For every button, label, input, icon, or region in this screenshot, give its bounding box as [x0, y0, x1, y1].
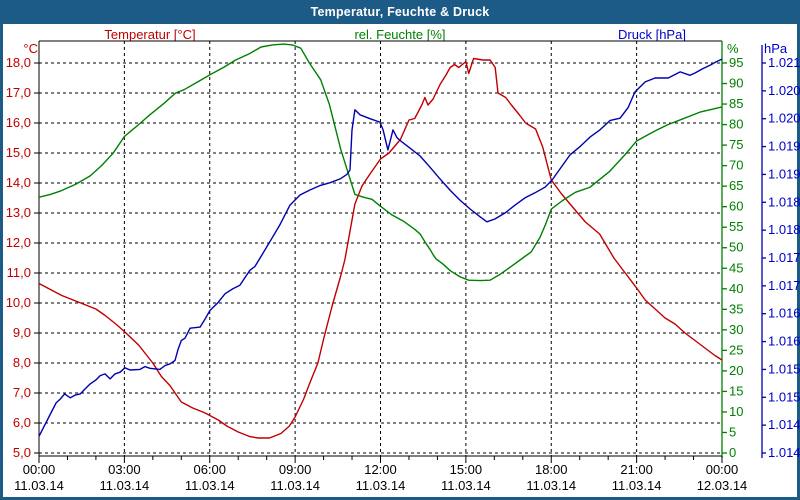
temp-axis-tick-label: 18,0: [6, 55, 31, 70]
humidity-axis-tick-label: 30: [729, 322, 743, 337]
humidity-axis-tick-label: 55: [729, 219, 743, 234]
temp-axis-tick-label: 16,0: [6, 115, 31, 130]
temp-axis-tick-label: 5,0: [13, 445, 31, 460]
x-axis-date-label: 11.03.14: [441, 478, 491, 493]
pressure-axis-tick-label: 1.016: [768, 334, 800, 349]
x-axis-time-label: 00:00: [23, 462, 56, 477]
x-axis-time-label: 15:00: [450, 462, 483, 477]
humidity-axis-tick-label: 65: [729, 178, 743, 193]
temp-axis-tick-label: 12,0: [6, 235, 31, 250]
humidity-axis-tick-label: 75: [729, 137, 743, 152]
humidity-axis-tick-label: 10: [729, 404, 743, 419]
legend-temperature-label: Temperatur [°C]: [104, 27, 196, 42]
humidity-axis-tick-label: 95: [729, 55, 743, 70]
humidity-axis-unit-label: %: [727, 41, 739, 56]
pressure-axis-tick-label: 1.019: [768, 166, 800, 181]
pressure-axis-tick-label: 1.018: [768, 194, 800, 209]
temp-axis-tick-label: 8,0: [13, 355, 31, 370]
pressure-axis-tick-label: 1.015: [768, 389, 800, 404]
pressure-axis-tick-label: 1.020: [768, 111, 800, 126]
humidity-axis-tick-label: 25: [729, 342, 743, 357]
temp-axis-tick-label: 13,0: [6, 205, 31, 220]
x-axis-time-label: 00:00: [706, 462, 739, 477]
humidity-axis-tick-label: 20: [729, 363, 743, 378]
pressure-axis-tick-label: 1.021: [768, 55, 800, 70]
pressure-axis-tick-label: 1.020: [768, 83, 800, 98]
x-axis-date-label: 11.03.14: [14, 478, 64, 493]
humidity-axis-tick-label: 0: [729, 445, 736, 460]
temp-axis-tick-label: 6,0: [13, 415, 31, 430]
temp-axis-tick-label: 10,0: [6, 295, 31, 310]
x-axis-time-label: 18:00: [535, 462, 568, 477]
pressure-axis-tick-label: 1.014: [768, 417, 800, 432]
x-axis-time-label: 12:00: [364, 462, 397, 477]
humidity-axis-tick-label: 60: [729, 199, 743, 214]
humidity-axis-tick-label: 45: [729, 260, 743, 275]
pressure-axis-tick-label: 1.016: [768, 306, 800, 321]
pressure-series-line: [38, 58, 723, 437]
temp-axis-tick-label: 9,0: [13, 325, 31, 340]
window-titlebar: Temperatur, Feuchte & Druck: [3, 0, 797, 24]
humidity-axis-tick-label: 80: [729, 117, 743, 132]
humidity-axis-tick-label: 70: [729, 158, 743, 173]
pressure-axis-tick-label: 1.015: [768, 361, 800, 376]
pressure-axis-tick-label: 1.018: [768, 222, 800, 237]
x-axis-time-label: 03:00: [108, 462, 141, 477]
x-axis-date-label: 11.03.14: [185, 478, 235, 493]
humidity-axis-tick-label: 5: [729, 424, 736, 439]
humidity-axis-tick-label: 85: [729, 96, 743, 111]
x-axis-time-label: 06:00: [193, 462, 226, 477]
humidity-axis-tick-label: 40: [729, 281, 743, 296]
pressure-axis-unit-label: hPa: [764, 41, 788, 56]
temperature-series-line: [38, 57, 723, 439]
temp-axis-tick-label: 17,0: [6, 85, 31, 100]
temp-axis-tick-label: 7,0: [13, 385, 31, 400]
x-axis-date-label: 11.03.14: [612, 478, 662, 493]
pressure-axis-tick-label: 1.019: [768, 139, 800, 154]
pressure-axis-tick-label: 1.017: [768, 278, 800, 293]
x-axis-date-label: 11.03.14: [100, 478, 150, 493]
x-axis-date-label: 12.03.14: [697, 478, 748, 493]
temp-axis-tick-label: 14,0: [6, 175, 31, 190]
humidity-axis-tick-label: 50: [729, 240, 743, 255]
x-axis-time-label: 09:00: [279, 462, 312, 477]
pressure-axis-tick-label: 1.017: [768, 250, 800, 265]
legend-humidity-label: rel. Feuchte [%]: [354, 27, 446, 42]
x-axis-date-label: 11.03.14: [270, 478, 320, 493]
humidity-series-line: [38, 43, 723, 282]
window-title: Temperatur, Feuchte & Druck: [310, 5, 490, 19]
x-axis-date-label: 11.03.14: [356, 478, 406, 493]
humidity-axis-tick-label: 15: [729, 383, 743, 398]
x-axis-time-label: 21:00: [620, 462, 653, 477]
pressure-axis-tick-label: 1.014: [768, 445, 800, 460]
temp-axis-tick-label: 11,0: [7, 265, 31, 280]
legend-pressure-label: Druck [hPa]: [618, 27, 686, 42]
x-axis-date-label: 11.03.14: [526, 478, 576, 493]
temp-axis-unit-label: °C: [23, 41, 38, 56]
humidity-axis-tick-label: 90: [729, 76, 743, 91]
temp-axis-tick-label: 15,0: [6, 145, 31, 160]
humidity-axis-tick-label: 35: [729, 301, 743, 316]
